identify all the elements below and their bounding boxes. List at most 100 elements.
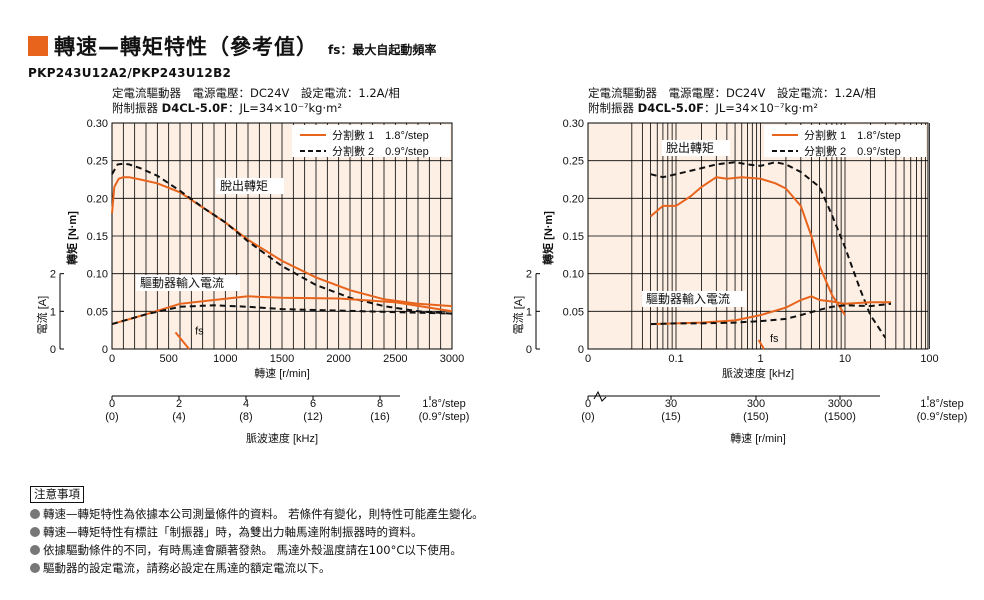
series-line: [111, 162, 453, 315]
note-text: 驅動器的設定電流，請務必設定在馬達的額定電流以下。: [43, 561, 331, 575]
x-axis-label: 轉速 [r/min]: [254, 367, 310, 380]
y2-axis-label: 電流 [A]: [511, 296, 525, 335]
legend-label: 分割數 1 1.8°/step: [804, 128, 901, 142]
fs-marker-line: [757, 339, 765, 350]
secondary-axis-label: 轉速 [r/min]: [730, 432, 786, 445]
secondary-tick-label: 2: [176, 398, 182, 410]
chart2-cond-line2: 附制振器 D4CL-5.0F：JL=34×10⁻⁷kg·m²: [588, 101, 876, 116]
secondary-tick-label: 0: [585, 398, 591, 410]
chart2-cond-line1: 定電流驅動器 電源電壓：DC24V 設定電流：1.2A/相: [588, 86, 876, 100]
secondary-tick-label: 8: [377, 398, 383, 410]
y-tick-label: 0.10: [87, 269, 108, 281]
y-tick-label: 0.30: [87, 118, 108, 130]
secondary-tick-label: (0): [105, 411, 118, 423]
secondary-tick-label: 1.8°/step: [422, 398, 466, 410]
chart2-cond-inertia: ：JL=34×10⁻⁷kg·m²: [703, 101, 818, 115]
chart1-cond-damper: D4CL-5.0F: [161, 101, 228, 115]
driver-label-bg: [642, 291, 746, 307]
plot-frame: [587, 122, 929, 350]
chart1-cond-line2: 附制振器 D4CL-5.0F：JL=34×10⁻⁷kg·m²: [112, 101, 400, 116]
series-line: [650, 302, 892, 326]
bullet-icon: [30, 509, 40, 519]
bullet-icon: [30, 545, 40, 555]
chart2-cond-prefix: 附制振器: [588, 101, 638, 115]
x-tick-label: 100: [920, 353, 938, 365]
notes-section: 注意事項 轉速—轉矩特性為依據本公司測量條件的資料。 若條件有變化，則特性可能產…: [30, 485, 484, 577]
bullet-icon: [30, 527, 40, 537]
fs-label: fs: [770, 333, 779, 345]
secondary-tick-label: 300: [747, 398, 765, 410]
chart1-conditions: 定電流驅動器 電源電壓：DC24V 設定電流：1.2A/相 附制振器 D4CL-…: [112, 86, 400, 116]
chart2-cond-damper: D4CL-5.0F: [637, 101, 704, 115]
secondary-tick-label: (150): [743, 411, 769, 423]
page-title: 轉速—轉矩特性（參考值）: [54, 35, 318, 59]
chart1-cond-inertia: ：JL=34×10⁻⁷kg·m²: [227, 101, 342, 115]
page-subtitle: fs：最大自起動頻率: [328, 42, 437, 57]
legend-label: 分割數 2 0.9°/step: [332, 144, 429, 158]
note-item: 依據驅動條件的不同，有時馬達會顯著發熱。 馬達外殼溫度請在100°C以下使用。: [30, 541, 484, 559]
y-tick-label: 0.05: [87, 306, 108, 318]
y2-tick-label: 1: [526, 306, 532, 318]
secondary-tick-label: (8): [239, 411, 252, 423]
y-tick-label: 0: [102, 344, 108, 356]
y-tick-label: 0.30: [563, 118, 584, 130]
secondary-axis-label: 脈波速度 [kHz]: [246, 431, 318, 445]
fs-label: fs: [195, 325, 204, 337]
secondary-tick-label: 4: [243, 398, 249, 410]
chart1-cond-prefix: 附制振器: [112, 101, 162, 115]
legend-label: 分割數 2 0.9°/step: [804, 144, 901, 158]
pullout-torque-label: 脫出轉矩: [666, 140, 714, 155]
x-tick-label: 2500: [383, 353, 407, 365]
y-axis-label: 轉矩 [N·m]: [541, 211, 555, 265]
secondary-tick-label: (4): [172, 411, 185, 423]
series-line: [649, 176, 846, 316]
y-tick-label: 0: [578, 344, 584, 356]
legend-label: 分割數 1 1.8°/step: [332, 128, 429, 142]
secondary-tick-label: 30: [665, 398, 677, 410]
driver-current-label: 驅動器輸入電流: [140, 275, 224, 290]
y-tick-label: 0.15: [563, 231, 584, 243]
pullout-label-bg: [216, 178, 284, 194]
x-tick-label: 10: [839, 353, 851, 365]
driver-current-label: 驅動器輸入電流: [646, 291, 730, 306]
secondary-tick-label: 6: [310, 398, 316, 410]
y-tick-label: 0.25: [87, 156, 108, 168]
secondary-tick-label: (12): [303, 411, 323, 423]
note-text: 轉速—轉矩特性有標註「制振器」時，為雙出力軸馬達附制振器時的資料。: [43, 525, 423, 539]
pullout-torque-label: 脫出轉矩: [220, 178, 268, 193]
chart2-conditions: 定電流驅動器 電源電壓：DC24V 設定電流：1.2A/相 附制振器 D4CL-…: [588, 86, 876, 116]
y-axis-label: 轉矩 [N·m]: [65, 211, 79, 265]
note-item: 轉速—轉矩特性有標註「制振器」時，為雙出力軸馬達附制振器時的資料。: [30, 523, 484, 541]
y-tick-label: 0.05: [563, 306, 584, 318]
pullout-label-bg: [662, 140, 730, 156]
x-tick-label: 1500: [270, 353, 294, 365]
note-text: 轉速—轉矩特性為依據本公司測量條件的資料。 若條件有變化，則特性可能產生變化。: [43, 507, 484, 521]
secondary-tick-label: 1.8°/step: [920, 398, 964, 410]
note-item: 驅動器的設定電流，請務必設定在馬達的額定電流以下。: [30, 559, 484, 577]
bullet-icon: [30, 563, 40, 573]
driver-label-bg: [136, 275, 240, 291]
note-text: 依據驅動條件的不同，有時馬達會顯著發熱。 馬達外殼溫度請在100°C以下使用。: [43, 543, 462, 557]
x-tick-label: 0: [585, 353, 591, 365]
x-axis-label: 脈波速度 [kHz]: [722, 366, 794, 380]
fs-marker-line: [174, 331, 190, 350]
secondary-tick-label: (1500): [824, 411, 856, 423]
title-marker: [28, 36, 48, 56]
plot-frame: [111, 122, 453, 350]
y2-tick-label: 0: [50, 344, 56, 356]
y-tick-label: 0.25: [563, 156, 584, 168]
series-line: [111, 295, 453, 326]
x-tick-label: 1: [757, 353, 763, 365]
y2-axis-label: 電流 [A]: [35, 296, 49, 335]
note-item: 轉速—轉矩特性為依據本公司測量條件的資料。 若條件有變化，則特性可能產生變化。: [30, 505, 484, 523]
x-tick-label: 3000: [440, 353, 464, 365]
y2-tick-label: 1: [50, 306, 56, 318]
chart1-cond-line1: 定電流驅動器 電源電壓：DC24V 設定電流：1.2A/相: [112, 86, 400, 100]
series-line: [111, 176, 453, 308]
secondary-tick-label: (0.9°/step): [917, 411, 968, 423]
y2-tick-label: 2: [50, 269, 56, 281]
x-tick-label: 0: [109, 353, 115, 365]
secondary-tick-label: 3000: [828, 398, 852, 410]
y2-tick-label: 2: [526, 269, 532, 281]
